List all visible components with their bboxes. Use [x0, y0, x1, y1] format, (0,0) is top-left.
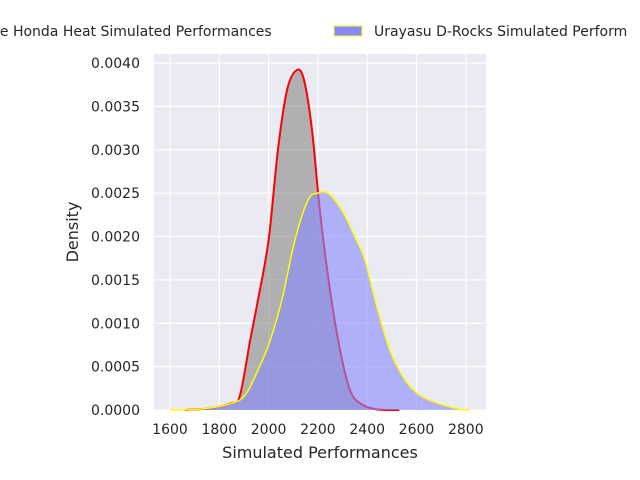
x-tick-label: 1600	[152, 422, 188, 438]
legend: ie Honda Heat Simulated Performances Ura…	[0, 24, 627, 40]
y-tick-label: 0.0040	[91, 56, 140, 72]
legend-label-urayasu: Urayasu D-Rocks Simulated Perform	[374, 24, 627, 40]
density-fill-urayasu	[170, 191, 470, 410]
y-tick-label: 0.0015	[91, 273, 140, 289]
legend-label-honda-heat: ie Honda Heat Simulated Performances	[0, 24, 272, 40]
density-fill-honda-heat	[184, 69, 400, 410]
x-axis-label: Simulated Performances	[222, 443, 418, 462]
x-axis-ticks: 1600 1800 2000 2200 2400 2600 2800	[152, 422, 483, 438]
y-tick-label: 0.0020	[91, 230, 140, 246]
y-tick-label: 0.0005	[91, 360, 140, 376]
x-tick-label: 2800	[448, 422, 484, 438]
x-tick-label: 2400	[349, 422, 385, 438]
density-line-urayasu	[169, 190, 470, 411]
y-tick-label: 0.0000	[91, 403, 140, 419]
x-tick-label: 1800	[201, 422, 237, 438]
x-tick-label: 2000	[251, 422, 287, 438]
y-tick-label: 0.0025	[91, 186, 140, 202]
y-axis-label: Density	[63, 202, 82, 263]
x-tick-label: 2600	[399, 422, 435, 438]
y-tick-label: 0.0035	[91, 99, 140, 115]
density-areas	[169, 68, 470, 411]
y-axis-ticks: 0.0000 0.0005 0.0010 0.0015 0.0020 0.0025 0.00…	[91, 56, 140, 419]
y-tick-label: 0.0030	[91, 143, 140, 159]
legend-swatch-urayasu	[333, 25, 363, 37]
x-tick-label: 2200	[300, 422, 336, 438]
y-tick-label: 0.0010	[91, 316, 140, 332]
